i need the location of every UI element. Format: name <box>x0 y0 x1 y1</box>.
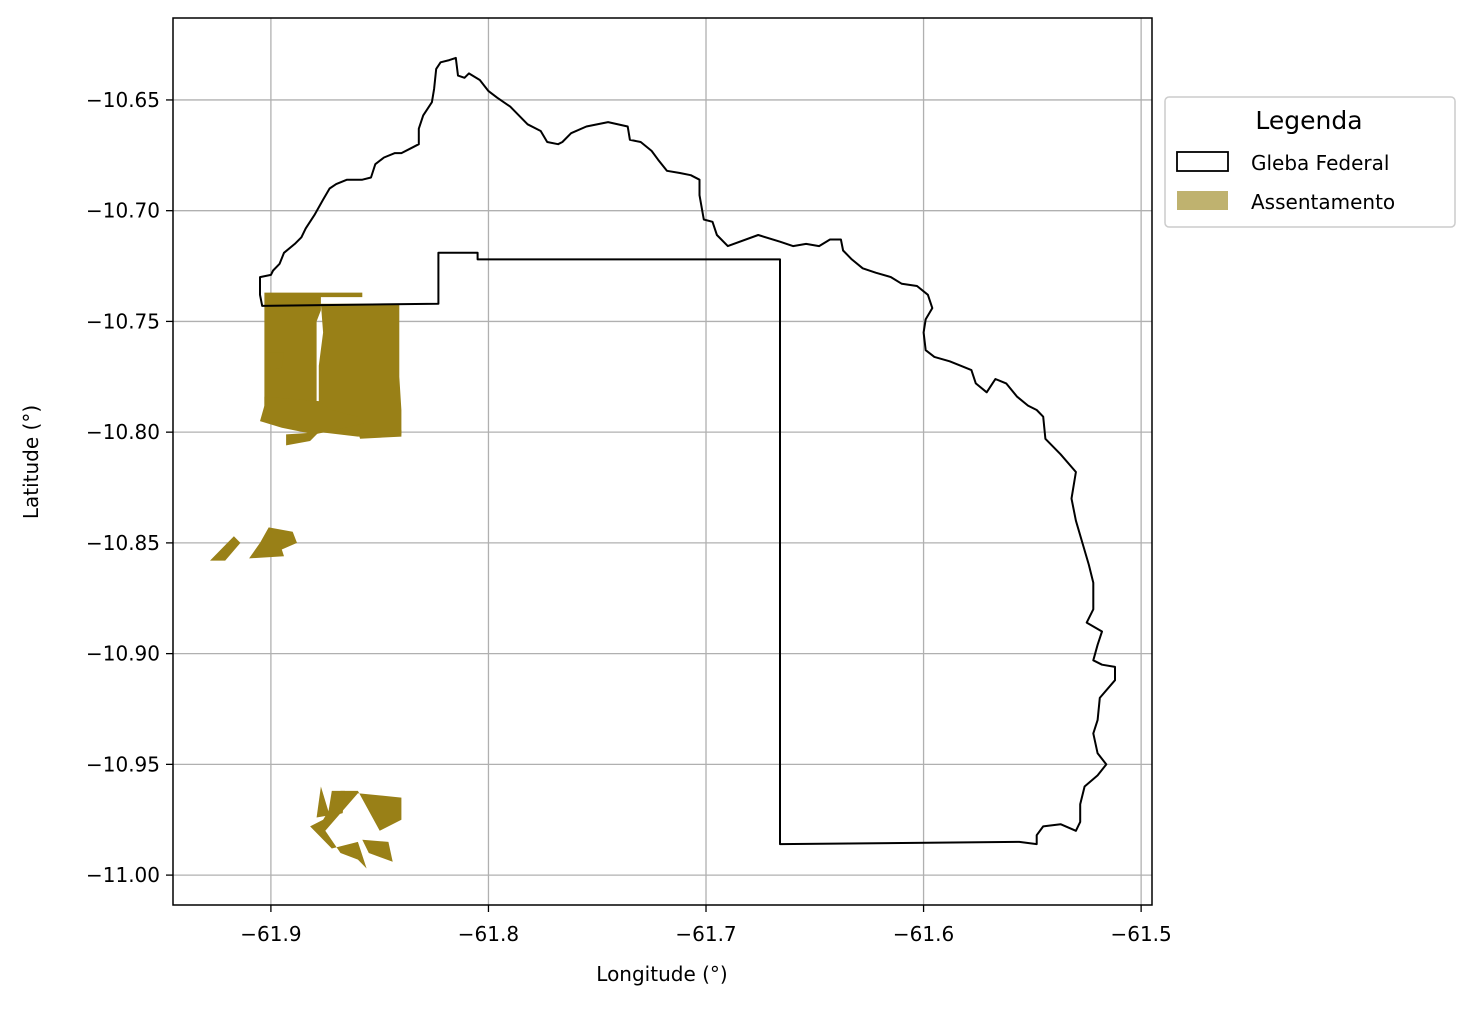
x-tick-label: −61.6 <box>893 922 954 946</box>
assentamento-polygon-1 <box>318 303 402 437</box>
legend: Legenda Gleba Federal Assentamento <box>1164 96 1456 228</box>
x-axis-ticks: −61.9 −61.8 −61.7 −61.6 −61.5 <box>240 905 1172 946</box>
legend-label-assentamento: Assentamento <box>1251 190 1395 214</box>
x-tick-label: −61.5 <box>1110 922 1171 946</box>
assentamento-polygon-0 <box>264 292 363 426</box>
x-tick-label: −61.8 <box>458 922 519 946</box>
assentamento-polygon-10 <box>362 839 393 862</box>
legend-swatch-assentamento <box>1177 191 1228 210</box>
assentamento-polygon-11 <box>316 786 330 818</box>
y-tick-label: −10.85 <box>86 531 160 555</box>
y-tick-label: −11.00 <box>86 863 160 887</box>
assentamento-polygon-4 <box>357 429 402 439</box>
y-tick-label: −10.90 <box>86 642 160 666</box>
legend-swatch-gleba-federal <box>1176 151 1229 172</box>
assentamento-polygon-2 <box>260 396 365 435</box>
x-tick-label: −61.7 <box>675 922 736 946</box>
y-axis-label: Latitude (°) <box>19 405 43 519</box>
y-tick-label: −10.70 <box>86 199 160 223</box>
gleba-federal-polygon-0 <box>259 56 1116 846</box>
layer-gleba-federal <box>259 56 1116 846</box>
map-layers <box>210 56 1116 869</box>
y-axis-ticks: −10.65 −10.70 −10.75 −10.80 −10.85 −10.90 −10.… <box>86 88 173 887</box>
assentamento-polygon-9 <box>327 790 345 818</box>
assentamento-polygon-5 <box>266 352 284 371</box>
y-tick-label: −10.95 <box>86 752 160 776</box>
assentamento-polygon-3 <box>286 432 319 446</box>
y-tick-label: −10.80 <box>86 420 160 444</box>
legend-label-gleba-federal: Gleba Federal <box>1251 151 1389 175</box>
assentamento-polygon-7 <box>210 536 241 561</box>
y-tick-label: −10.65 <box>86 88 160 112</box>
x-axis-label: Longitude (°) <box>596 962 727 986</box>
plot-frame <box>172 17 1153 906</box>
x-tick-label: −61.9 <box>240 922 301 946</box>
legend-title: Legenda <box>1255 106 1362 135</box>
layer-assentamento <box>210 292 402 869</box>
y-tick-label: −10.75 <box>86 309 160 333</box>
legend-box <box>1164 96 1456 228</box>
assentamento-polygon-6 <box>249 527 297 559</box>
